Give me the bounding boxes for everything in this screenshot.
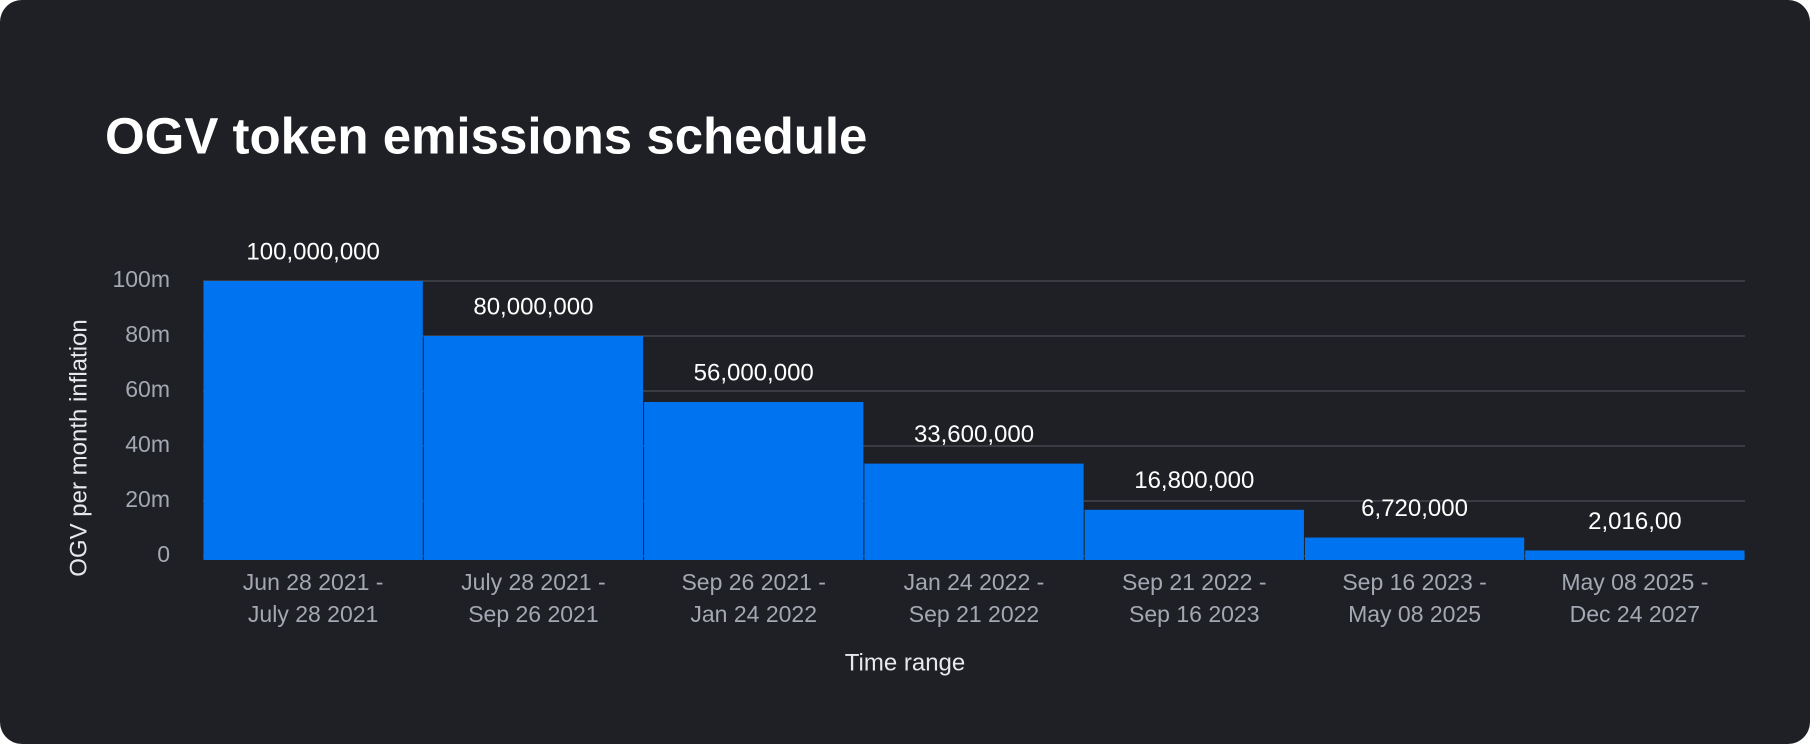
x-tick-label: July 28 2021 - [461,569,605,595]
x-tick-label: Sep 26 2021 - [681,569,826,595]
bar [644,402,864,560]
x-tick-label: Sep 16 2023 [1129,601,1259,627]
x-tick-label: Jan 24 2022 [690,601,817,627]
x-tick-label: May 08 2025 - [1561,569,1708,595]
y-tick-label: 60m [125,376,170,402]
y-tick-label: 40m [125,431,170,457]
value-label: 56,000,000 [694,359,814,386]
y-tick-label: 80m [125,321,170,347]
chart-title: OGV token emissions schedule [105,107,867,164]
value-label: 16,800,000 [1134,467,1254,494]
y-axis-title: OGV per month inflation [65,319,92,576]
bar [1084,509,1304,560]
x-tick-label: May 08 2025 [1348,601,1481,627]
x-tick-label: Sep 16 2023 - [1342,569,1487,595]
x-tick-label: Sep 26 2021 [468,601,598,627]
value-label: 2,016,00 [1588,508,1681,535]
bar [864,463,1084,560]
value-label: 33,600,000 [914,421,1034,448]
bar [1525,550,1745,560]
value-label: 6,720,000 [1361,495,1468,522]
x-tick-label: Dec 24 2027 [1570,601,1700,627]
y-tick-label: 20m [125,486,170,512]
y-tick-label: 0 [157,541,170,567]
x-tick-label: July 28 2021 [248,601,378,627]
x-tick-label: Sep 21 2022 [909,601,1039,627]
value-label: 80,000,000 [473,293,593,320]
bar [1304,537,1525,560]
y-tick-label: 100m [112,266,170,292]
x-axis-title: Time range [845,649,966,676]
value-label: 100,000,000 [246,238,379,265]
bar [203,281,423,560]
bar [423,336,644,560]
x-tick-label: Sep 21 2022 - [1122,569,1267,595]
x-tick-label: Jan 24 2022 - [904,569,1045,595]
x-tick-label: Jun 28 2021 - [243,569,384,595]
